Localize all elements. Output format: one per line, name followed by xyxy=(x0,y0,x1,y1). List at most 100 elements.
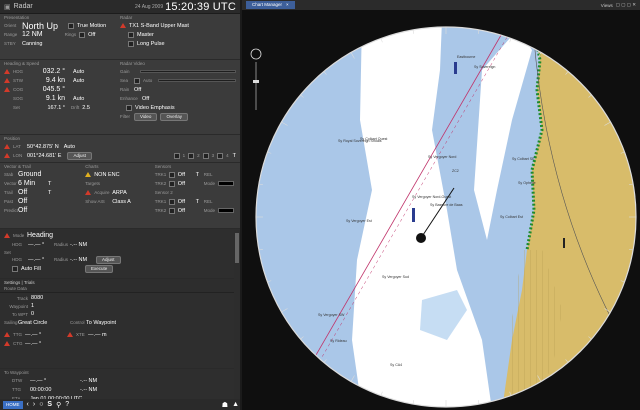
panel-scrollbar[interactable] xyxy=(234,230,240,400)
long-pulse-checkbox[interactable] xyxy=(128,40,134,47)
sea-slider[interactable] xyxy=(158,79,236,82)
to-wpt-value[interactable]: 0 xyxy=(31,311,35,317)
waypoint-value[interactable]: 1 xyxy=(31,303,35,309)
vector-t[interactable]: T xyxy=(48,180,52,187)
gain-slider[interactable] xyxy=(140,70,236,73)
acquire-value[interactable]: ARPA xyxy=(112,189,127,196)
pos-ind-2[interactable] xyxy=(188,152,195,159)
lat-mode[interactable]: Auto xyxy=(63,143,76,150)
home-button[interactable]: HOME xyxy=(3,400,23,409)
track-value[interactable]: 8080 xyxy=(31,295,44,301)
pan-control-icon[interactable] xyxy=(250,48,262,60)
sensor-row-3-t[interactable]: T xyxy=(195,198,200,205)
ctg-label: CTG xyxy=(13,341,23,346)
bearing-tick xyxy=(380,38,383,43)
layers-icon[interactable]: ☗ xyxy=(221,401,229,409)
bearing-tick xyxy=(300,336,304,340)
window-controls-icon[interactable]: ▢ ▢ ▢ ✕ xyxy=(615,2,636,7)
sensor-row-4-checkbox[interactable] xyxy=(168,207,175,214)
master-checkbox[interactable] xyxy=(128,31,134,38)
s-icon[interactable]: S xyxy=(47,401,53,408)
bearing-tick xyxy=(300,94,304,98)
search-icon[interactable]: ⚲ xyxy=(56,401,62,409)
range-value[interactable]: 12 NM xyxy=(22,31,43,38)
stab-label: Stab xyxy=(4,172,14,177)
sensor-row-2-swatch[interactable] xyxy=(218,181,235,186)
sea-auto-checkbox[interactable] xyxy=(134,77,140,84)
bearing-tick xyxy=(620,280,625,283)
stab-value[interactable]: Ground xyxy=(18,171,42,178)
app-menu-icon[interactable]: ▣ xyxy=(4,3,11,11)
target-vessel-1[interactable] xyxy=(412,208,415,222)
sensor-row-3-rel[interactable]: REL xyxy=(203,199,213,204)
stw-mode[interactable]: Auto xyxy=(73,77,85,84)
drift-label: Drift xyxy=(71,105,80,110)
mode-adjust-button[interactable]: Adjust xyxy=(96,255,121,264)
settings-tab[interactable]: Settings | Trials xyxy=(4,280,35,285)
sensor-row-4-swatch[interactable] xyxy=(218,208,235,213)
rings-checkbox[interactable] xyxy=(79,31,86,38)
sog-mode[interactable]: Auto xyxy=(73,95,85,102)
filter-video-button[interactable]: Video xyxy=(134,112,158,121)
chart-view[interactable]: Chart Manager × Views ▢ ▢ ▢ ✕ xyxy=(242,0,640,410)
zoom-slider-thumb[interactable] xyxy=(253,80,259,83)
sensor-row-1-checkbox[interactable] xyxy=(168,171,175,178)
sensor-row-2-value: Off xyxy=(177,180,186,187)
pos-ind-4[interactable] xyxy=(217,152,224,159)
panel-scrollbar-thumb[interactable] xyxy=(235,233,239,263)
chart-feature-label: Sy Colbart Est xyxy=(500,215,523,219)
mode-value[interactable]: Heading xyxy=(27,231,54,239)
bearing-tick xyxy=(604,121,611,126)
past-value[interactable]: Off xyxy=(18,198,28,205)
orient-value[interactable]: North Up xyxy=(22,20,59,31)
enhance-value[interactable]: Off xyxy=(142,95,150,102)
own-ship-symbol[interactable] xyxy=(416,233,426,243)
vector-value[interactable]: 6 Min xyxy=(18,180,36,187)
sensor-row-2-checkbox[interactable] xyxy=(168,180,175,187)
pos-ind-1[interactable] xyxy=(173,152,180,159)
radar-chart-display[interactable]: Eastbourne Sy Sovereign Sy Royal Sovereign… xyxy=(242,10,640,410)
help-icon[interactable]: ? xyxy=(65,401,70,408)
lon-adjust-button[interactable]: Adjust xyxy=(67,151,92,160)
chart-manager-tab[interactable]: Chart Manager × xyxy=(246,1,295,9)
auto-fill-checkbox[interactable] xyxy=(12,265,18,272)
route-ttg-value: —.— ° xyxy=(25,331,42,338)
route-data-tab[interactable]: Route Data xyxy=(4,286,27,291)
rings-label: Rings xyxy=(64,32,77,37)
mode-radius2-value[interactable]: -.-- NM xyxy=(70,256,88,263)
target-vessel-2[interactable] xyxy=(454,62,457,74)
rain-value[interactable]: Off xyxy=(134,86,142,93)
hdg-mode[interactable]: Auto xyxy=(73,68,85,75)
close-tab-icon[interactable]: × xyxy=(286,2,289,7)
show-ais-value[interactable]: Class A xyxy=(112,198,131,205)
alert-icon[interactable]: ▲ xyxy=(232,401,239,408)
mode-hdg2-value[interactable]: —.— ° xyxy=(28,256,45,263)
sailing-value[interactable]: Great Circle xyxy=(18,319,48,326)
back-icon[interactable]: ‹ xyxy=(26,401,29,408)
hdg-label: HDG xyxy=(13,69,23,74)
forward-icon[interactable]: › xyxy=(32,401,36,408)
pos-ind-3[interactable] xyxy=(202,152,209,159)
waypoint-label: Waypoint xyxy=(9,303,28,309)
sensor-row-1-t[interactable]: T xyxy=(195,171,200,178)
zoom-control[interactable] xyxy=(250,48,262,110)
predict-value[interactable]: Off xyxy=(18,207,28,214)
trail-t[interactable]: T xyxy=(48,189,52,196)
lat-value: 50°42.875' N xyxy=(27,143,59,150)
execute-button[interactable]: Execute xyxy=(85,264,114,273)
views-label[interactable]: Views xyxy=(600,2,613,8)
target-vessel-3[interactable] xyxy=(563,238,565,248)
sensor-row-1-rel[interactable]: REL xyxy=(203,172,213,177)
sensor-row-1-name: TRK1 xyxy=(154,172,167,177)
circle-icon[interactable]: ○ xyxy=(39,401,44,408)
cog-value: 045.5 ° xyxy=(42,86,65,93)
control-value[interactable]: To Waypoint xyxy=(86,319,117,326)
trail-value[interactable]: Off xyxy=(18,189,28,196)
video-emphasis-checkbox[interactable] xyxy=(126,104,132,111)
sensor-row-3-checkbox[interactable] xyxy=(168,198,175,205)
true-motion-checkbox[interactable] xyxy=(68,22,75,29)
filter-overlay-button[interactable]: Overlay xyxy=(160,112,188,121)
radar-source-value[interactable]: TX1 S-Band Upper Mast xyxy=(129,22,189,29)
enc-value[interactable]: NON ENC xyxy=(94,171,120,178)
pos-ind-t[interactable]: T xyxy=(232,152,236,159)
